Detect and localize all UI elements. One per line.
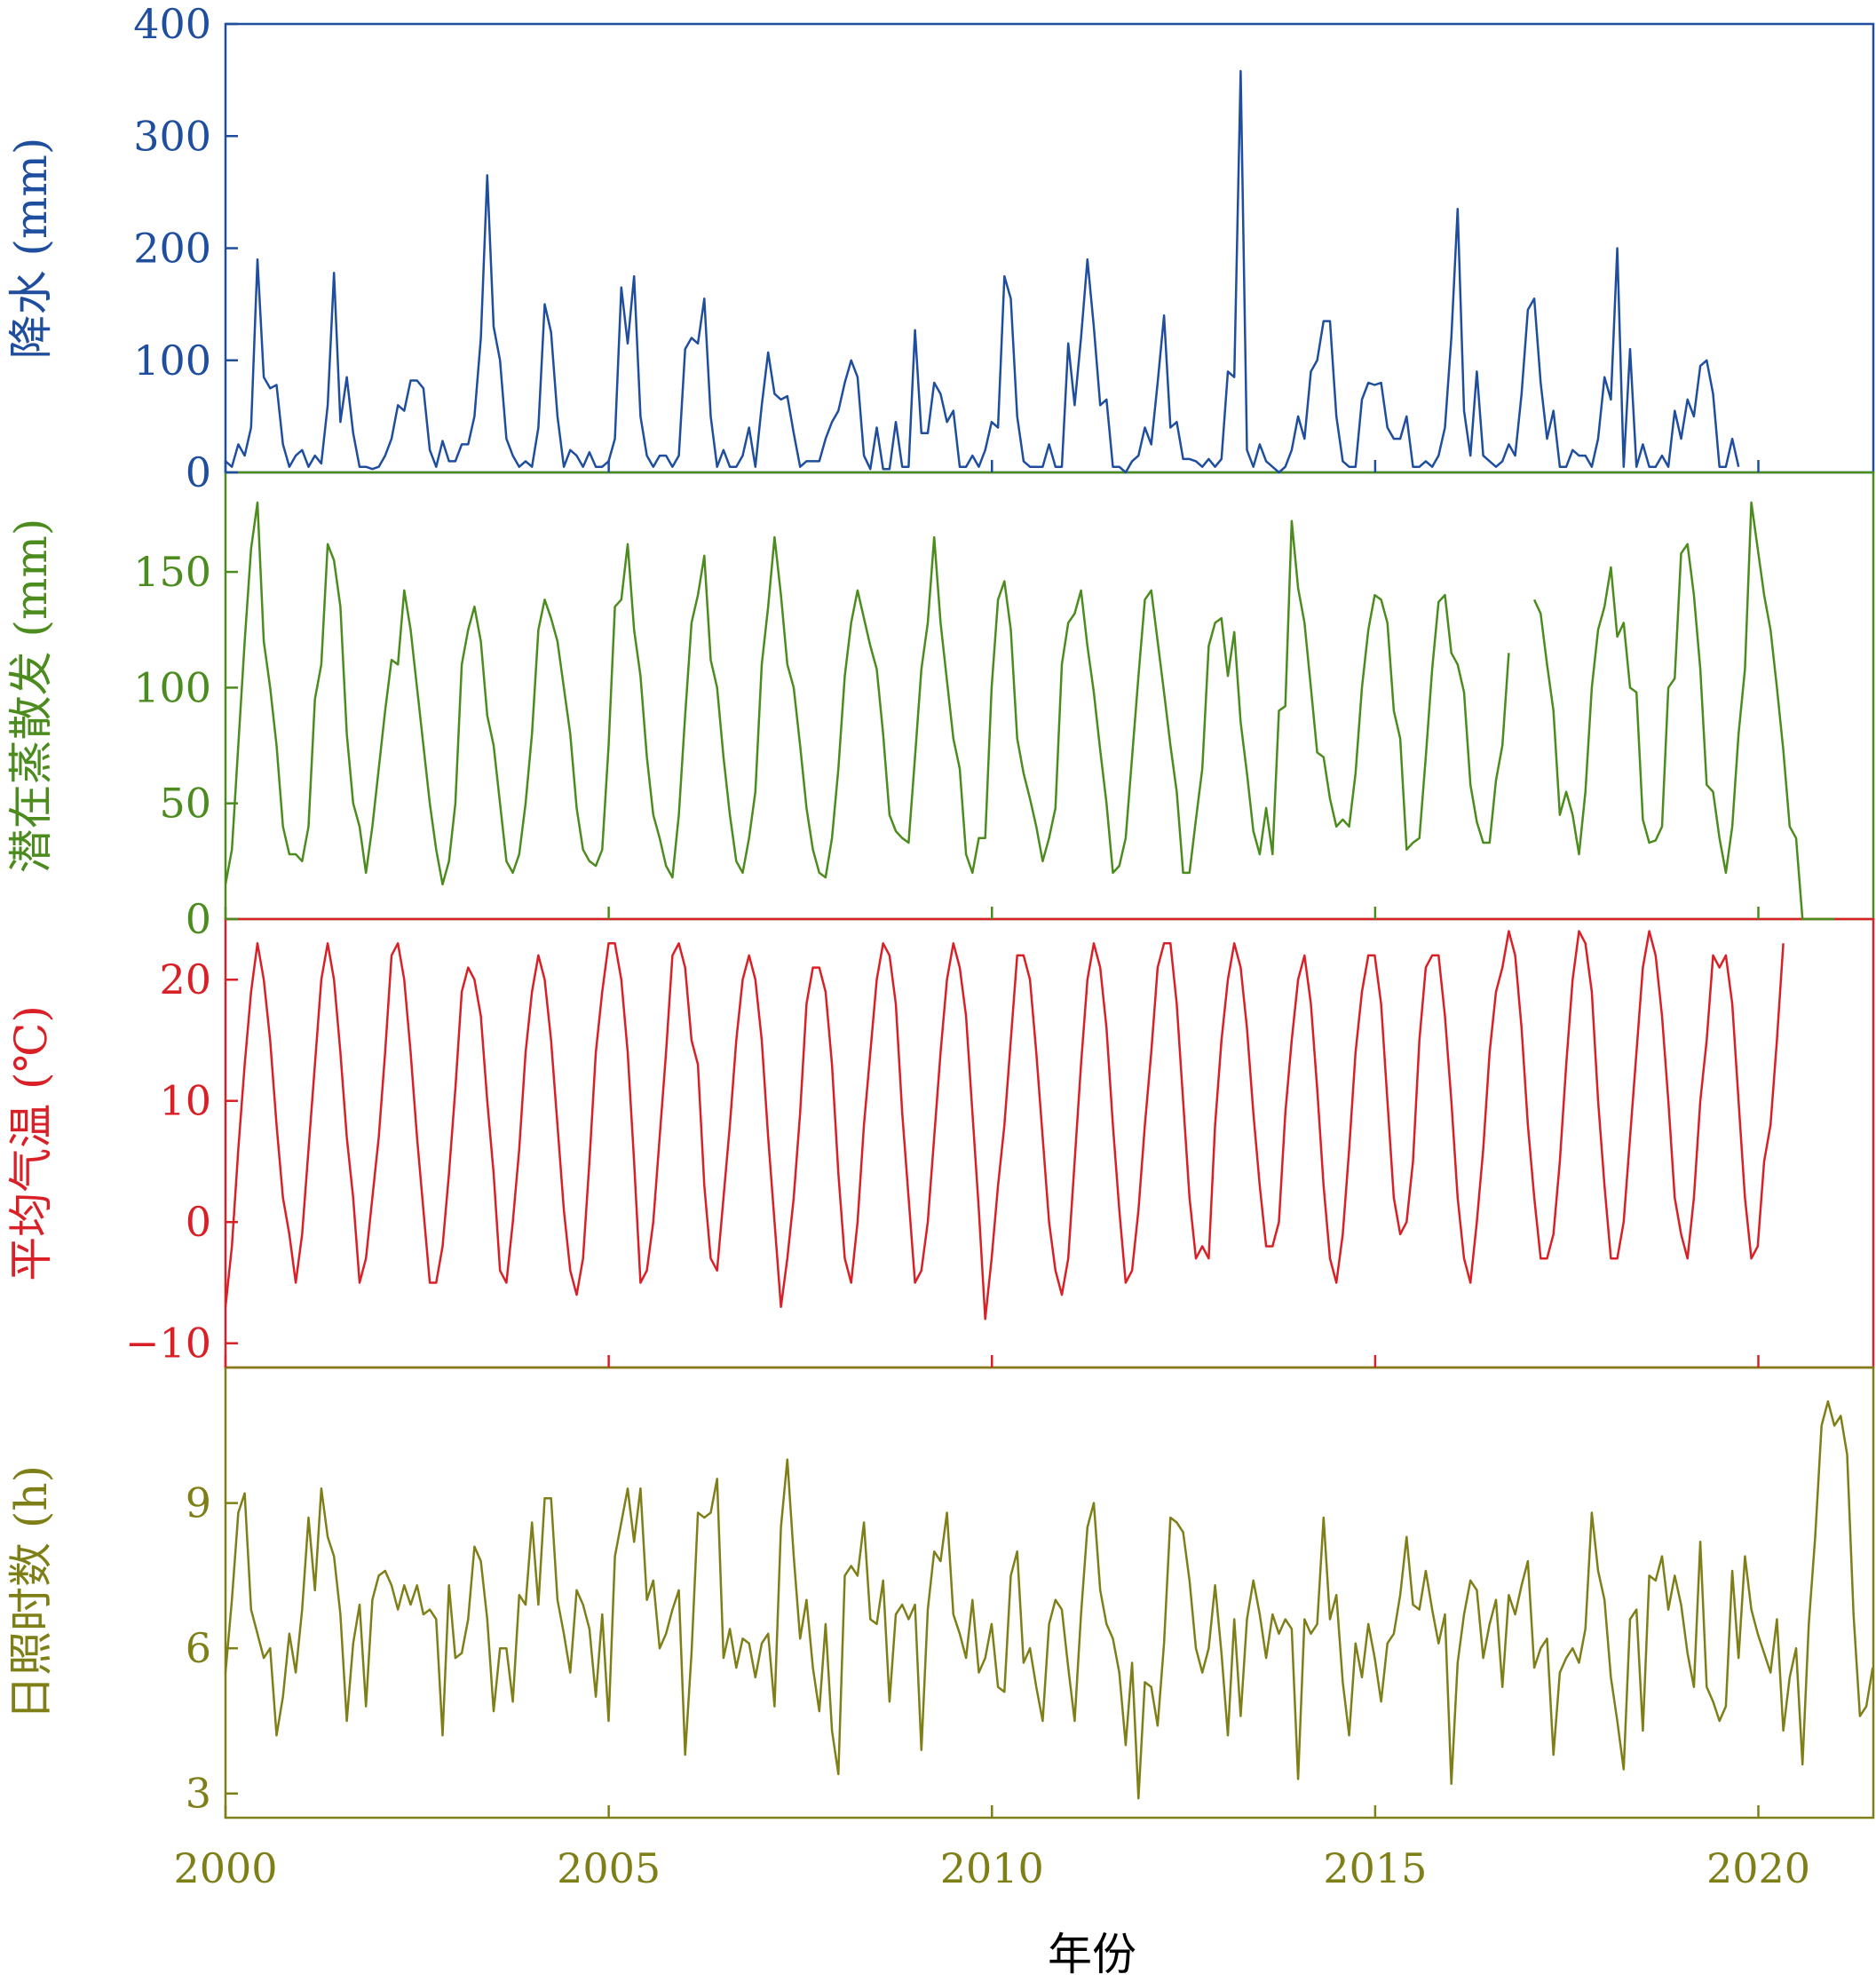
x-tick-label: 2010 — [940, 1844, 1044, 1892]
pet-y-tick-label: 100 — [133, 663, 211, 711]
x-axis-tick-labels: 2000 2005 2010 2015 2020 — [173, 1844, 1810, 1892]
precip-y-tick-label: 0 — [186, 448, 211, 496]
precip-y-tick-label: 400 — [133, 0, 211, 48]
precip-y-axis-title: 降水 (mm) — [5, 138, 57, 360]
sunshine-series-line — [224, 1399, 1874, 1800]
pet-y-tick-label: 0 — [186, 895, 211, 943]
temp-y-tick-label: 10 — [159, 1077, 211, 1125]
pet-y-axis-title: 潜在蒸散发 (mm) — [5, 519, 57, 874]
sunshine-y-axis: 3 6 9 — [186, 1479, 238, 1818]
sunshine-y-tick-label: 9 — [186, 1479, 211, 1527]
sunshine-panel-frame — [224, 1366, 1875, 1819]
pet-y-tick-label: 150 — [133, 548, 211, 596]
precip-y-tick-label: 100 — [133, 337, 211, 385]
pet-series-line — [224, 501, 1835, 921]
temp-y-axis-title: 平均气温 (℃) — [5, 1005, 57, 1281]
pet-y-tick-label: 50 — [159, 780, 211, 828]
sunshine-y-tick-label: 6 — [186, 1624, 211, 1672]
precip-y-axis: 0 100 200 300 400 — [133, 0, 238, 496]
x-tick-marks — [224, 460, 1760, 1818]
x-axis-title: 年份 — [1048, 1929, 1136, 1980]
temp-y-tick-label: 0 — [186, 1198, 211, 1246]
precip-y-tick-label: 300 — [133, 112, 211, 160]
x-tick-label: 2005 — [557, 1844, 661, 1892]
precip-series-line — [225, 69, 1740, 474]
temp-y-axis: −10 0 10 20 — [125, 955, 238, 1368]
precip-y-tick-label: 200 — [133, 225, 211, 273]
sunshine-y-tick-label: 3 — [186, 1770, 211, 1818]
temp-series-line — [224, 930, 1785, 1320]
x-tick-label: 2020 — [1706, 1844, 1810, 1892]
x-tick-label: 2000 — [173, 1844, 277, 1892]
temp-y-tick-label: 20 — [159, 955, 211, 1003]
x-tick-label: 2015 — [1323, 1844, 1427, 1892]
temp-panel-frame — [224, 917, 1875, 1369]
sunshine-y-axis-title: 日照时数 (h) — [5, 1465, 57, 1720]
temp-y-tick-label: −10 — [125, 1320, 211, 1368]
pet-y-axis: 0 50 100 150 — [133, 548, 238, 943]
pet-panel-frame — [224, 471, 1875, 921]
